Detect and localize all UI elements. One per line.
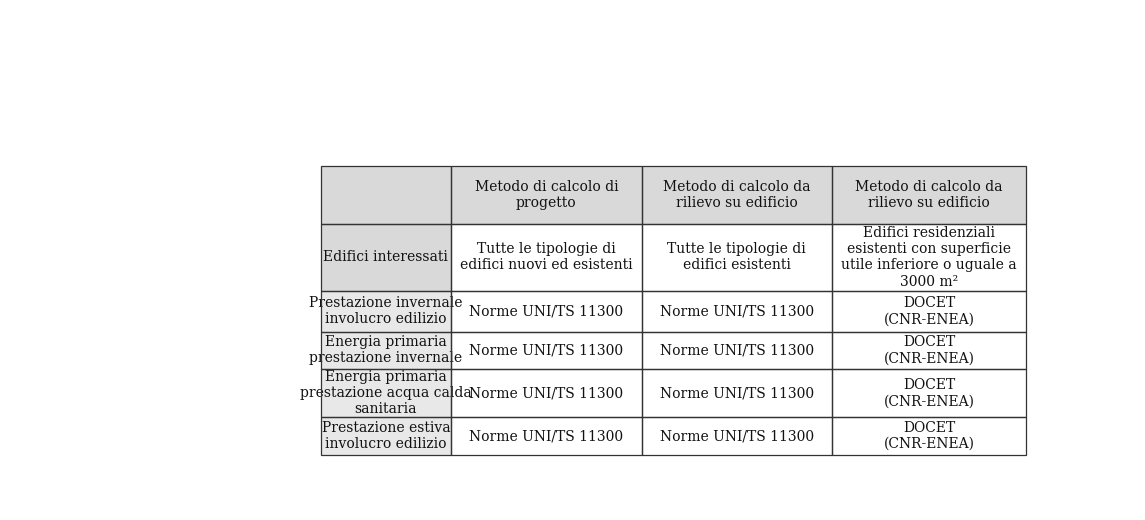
Bar xyxy=(451,418,641,455)
Bar xyxy=(321,332,451,369)
Bar xyxy=(321,291,451,332)
Text: Energia primaria
prestazione invernale: Energia primaria prestazione invernale xyxy=(309,335,463,366)
Bar xyxy=(321,332,451,369)
Bar xyxy=(832,166,1026,224)
Text: DOCET
(CNR-ENEA): DOCET (CNR-ENEA) xyxy=(884,335,974,366)
Bar xyxy=(832,332,1026,369)
Bar xyxy=(451,291,641,332)
Bar xyxy=(641,332,832,369)
Bar xyxy=(451,332,641,369)
Bar xyxy=(641,291,832,332)
Bar xyxy=(451,291,641,332)
Bar xyxy=(451,332,641,369)
Text: DOCET
(CNR-ENEA): DOCET (CNR-ENEA) xyxy=(884,421,974,451)
Text: Norme UNI/TS 11300: Norme UNI/TS 11300 xyxy=(469,429,623,443)
Bar xyxy=(321,166,451,224)
Bar xyxy=(832,224,1026,291)
Bar xyxy=(832,369,1026,418)
Text: Tutte le tipologie di
edifici nuovi ed esistenti: Tutte le tipologie di edifici nuovi ed e… xyxy=(460,242,633,272)
Bar xyxy=(832,291,1026,332)
Text: Metodo di calcolo da
rilievo su edificio: Metodo di calcolo da rilievo su edificio xyxy=(663,180,811,210)
Bar xyxy=(451,369,641,418)
Bar xyxy=(321,418,451,455)
Bar xyxy=(641,224,832,291)
Bar xyxy=(321,418,451,455)
Bar xyxy=(832,418,1026,455)
Text: Metodo di calcolo di
progetto: Metodo di calcolo di progetto xyxy=(474,180,618,210)
Bar xyxy=(832,418,1026,455)
Bar xyxy=(641,369,832,418)
Text: Norme UNI/TS 11300: Norme UNI/TS 11300 xyxy=(469,386,623,400)
Bar xyxy=(832,369,1026,418)
Bar xyxy=(641,291,832,332)
Bar xyxy=(321,369,451,418)
Text: Norme UNI/TS 11300: Norme UNI/TS 11300 xyxy=(660,386,814,400)
Text: Norme UNI/TS 11300: Norme UNI/TS 11300 xyxy=(660,304,814,318)
Bar xyxy=(832,332,1026,369)
Bar xyxy=(641,166,832,224)
Text: Edifici residenziali
esistenti con superficie
utile inferiore o uguale a
3000 m²: Edifici residenziali esistenti con super… xyxy=(842,226,1017,289)
Text: Norme UNI/TS 11300: Norme UNI/TS 11300 xyxy=(660,429,814,443)
Bar xyxy=(451,166,641,224)
Bar xyxy=(641,332,832,369)
Bar xyxy=(641,166,832,224)
Bar xyxy=(321,291,451,332)
Bar xyxy=(641,224,832,291)
Bar xyxy=(641,418,832,455)
Text: Prestazione estiva
involucro edilizio: Prestazione estiva involucro edilizio xyxy=(322,421,450,451)
Text: DOCET
(CNR-ENEA): DOCET (CNR-ENEA) xyxy=(884,296,974,327)
Bar xyxy=(451,224,641,291)
Bar xyxy=(451,418,641,455)
Text: Norme UNI/TS 11300: Norme UNI/TS 11300 xyxy=(469,304,623,318)
Bar xyxy=(641,369,832,418)
Bar xyxy=(832,224,1026,291)
Bar xyxy=(451,224,641,291)
Bar xyxy=(451,166,641,224)
Text: Norme UNI/TS 11300: Norme UNI/TS 11300 xyxy=(660,343,814,357)
Text: Edifici interessati: Edifici interessati xyxy=(323,251,449,264)
Bar xyxy=(321,369,451,418)
Text: Metodo di calcolo da
rilievo su edificio: Metodo di calcolo da rilievo su edificio xyxy=(855,180,1003,210)
Bar xyxy=(832,166,1026,224)
Bar xyxy=(321,224,451,291)
Bar xyxy=(451,369,641,418)
Bar xyxy=(641,418,832,455)
Text: Tutte le tipologie di
edifici esistenti: Tutte le tipologie di edifici esistenti xyxy=(668,242,806,272)
Text: DOCET
(CNR-ENEA): DOCET (CNR-ENEA) xyxy=(884,378,974,408)
Bar xyxy=(832,291,1026,332)
Text: Norme UNI/TS 11300: Norme UNI/TS 11300 xyxy=(469,343,623,357)
Text: Energia primaria
prestazione acqua calda
sanitaria: Energia primaria prestazione acqua calda… xyxy=(300,370,472,417)
Text: Prestazione invernale
involucro edilizio: Prestazione invernale involucro edilizio xyxy=(309,296,463,327)
Bar xyxy=(321,224,451,291)
Bar xyxy=(321,166,451,224)
